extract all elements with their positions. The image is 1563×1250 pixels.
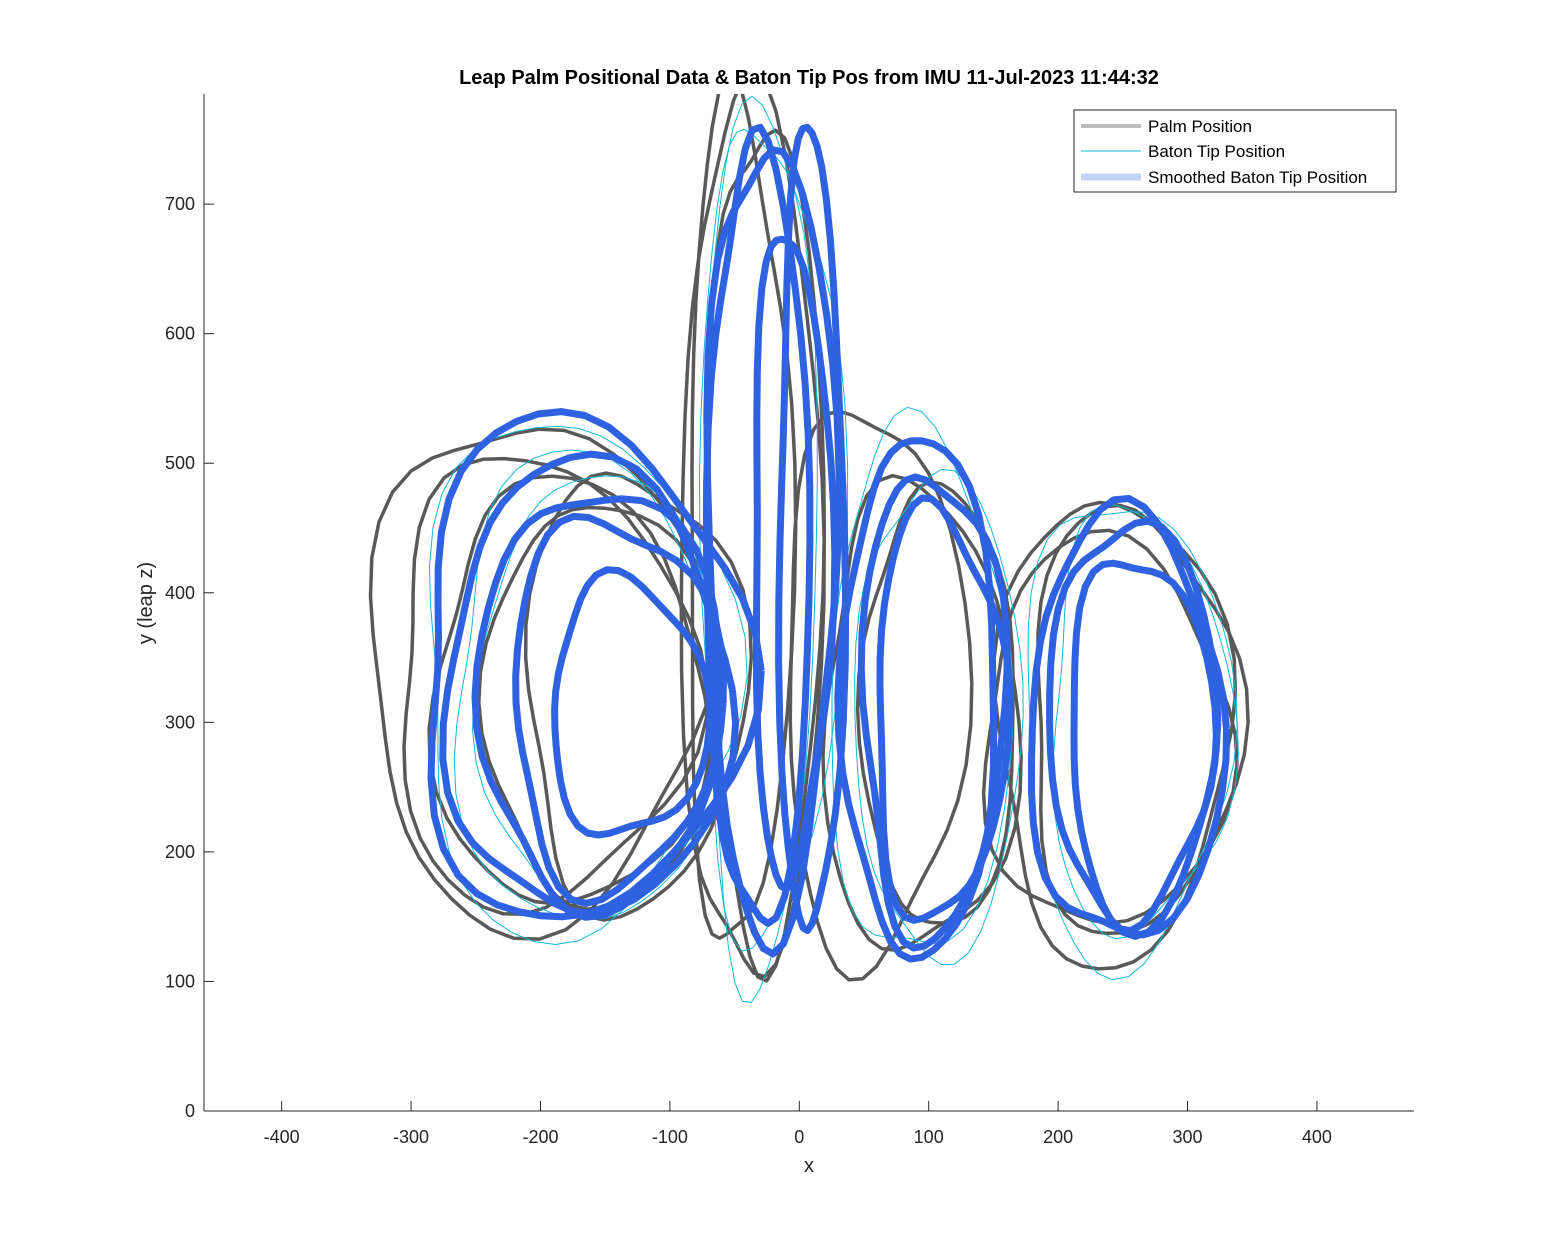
- y-axis-label: y (leap z): [135, 562, 157, 644]
- y-tick-label: 400: [165, 583, 195, 603]
- y-tick-label: 100: [165, 971, 195, 991]
- smoothed-baton-tip-trace: [427, 408, 765, 921]
- smoothed-baton-tip-trace: [775, 123, 850, 934]
- x-ticks: -400 -300 -200 -100 0 100 200 300 400: [264, 1101, 1332, 1147]
- y-tick-label: 200: [165, 842, 195, 862]
- x-tick-label: 200: [1043, 1127, 1073, 1147]
- series-layer: [368, 94, 1250, 1003]
- smoothed-baton-tip-trace: [512, 512, 727, 907]
- x-tick-label: -300: [393, 1127, 429, 1147]
- x-axis-label: x: [804, 1155, 814, 1177]
- y-tick-label: 600: [165, 324, 195, 344]
- baton-tip-trace: [831, 406, 1014, 944]
- palm-position-trace: [402, 456, 709, 916]
- chart-title: Leap Palm Positional Data & Baton Tip Po…: [459, 67, 1159, 89]
- smoothed-baton-tip-trace: [1028, 495, 1230, 939]
- legend-label-baton: Baton Tip Position: [1148, 142, 1285, 161]
- smoothed-baton-tip-trace: [1046, 517, 1222, 940]
- x-tick-label: 0: [794, 1127, 804, 1147]
- smoothed-baton-tip-trace: [834, 437, 998, 963]
- y-ticks: 0 100 200 300 400 500 600 700: [165, 194, 214, 1121]
- smoothed-baton-tip-trace: [857, 473, 1011, 952]
- legend-label-palm: Palm Position: [1148, 117, 1252, 136]
- smoothed-baton-tip-trace: [551, 566, 714, 839]
- palm-position-trace: [368, 427, 717, 941]
- x-tick-label: 300: [1173, 1127, 1203, 1147]
- x-tick-label: -400: [264, 1127, 300, 1147]
- y-tick-label: 0: [185, 1101, 195, 1121]
- legend: Palm Position Baton Tip Position Smoothe…: [1073, 109, 1397, 193]
- x-tick-label: -100: [652, 1127, 688, 1147]
- smoothed-baton-tip-trace: [876, 494, 1014, 924]
- palm-position-trace: [788, 409, 974, 982]
- y-tick-label: 500: [165, 453, 195, 473]
- palm-position-trace: [523, 471, 754, 922]
- smoothed-baton-tip-trace: [703, 146, 843, 958]
- x-tick-label: 100: [914, 1127, 944, 1147]
- axes: [203, 94, 1414, 1112]
- legend-label-smoothed: Smoothed Baton Tip Position: [1148, 168, 1367, 187]
- x-tick-label: 400: [1302, 1127, 1332, 1147]
- smoothed-baton-tip-trace: [752, 235, 839, 893]
- y-tick-label: 300: [165, 712, 195, 732]
- smoothed-baton-tip-trace: [439, 450, 740, 918]
- smoothed-baton-tip-trace: [471, 495, 725, 921]
- smoothed-baton-tip-trace: [1070, 559, 1220, 935]
- x-tick-label: -200: [522, 1127, 558, 1147]
- y-tick-label: 700: [165, 194, 195, 214]
- baton-tip-trace: [699, 128, 818, 1003]
